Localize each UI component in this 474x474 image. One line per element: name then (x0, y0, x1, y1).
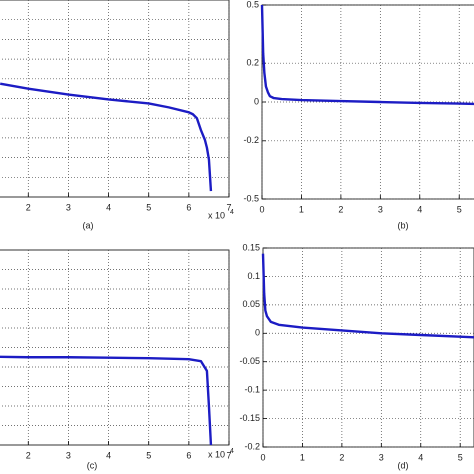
y-tick-label: 0.15 (242, 242, 260, 252)
x-tick-label: 2 (338, 204, 343, 214)
subplot: 2 3 4 5 6 7 (a) x 10 4 (0, 0, 234, 230)
x-tick-label: 6 (186, 450, 191, 460)
y-tick-label: -0.5 (243, 193, 259, 203)
subplot-label: (a) (83, 220, 94, 230)
x-tick-label: 1 (300, 452, 305, 462)
y-tick-label: 0.1 (247, 271, 260, 281)
x-tick-label: 6 (186, 202, 191, 212)
x-tick-label: 5 (458, 452, 463, 462)
x-scale-base: x 10 (208, 210, 225, 220)
subplot-label: (d) (398, 460, 409, 470)
x-scale-base: x 10 (208, 449, 225, 459)
y-tick-label: 0 (255, 328, 260, 338)
data-line (260, 4, 474, 106)
y-tick-label: 0.2 (246, 58, 259, 68)
x-tick-label: 7 (226, 202, 231, 212)
x-tick-label: 3 (378, 204, 383, 214)
x-scale-exponent: 4 (230, 209, 234, 216)
x-tick-label: 5 (146, 202, 151, 212)
y-tick-label: -0.2 (243, 135, 259, 145)
subplot: -0.2 -0.15 -0.1 -0.05 0 0.05 0.1 0.15 0 1 2 3 4 5 (d) (239, 242, 474, 470)
subplot: 2 3 4 5 6 7 (c) x 10 4 (0, 249, 234, 470)
x-tick-label: 2 (26, 450, 31, 460)
x-tick-label: 5 (457, 204, 462, 214)
data-line (261, 253, 474, 339)
x-tick-label: 3 (66, 450, 71, 460)
x-scale-exponent: 4 (230, 448, 234, 455)
y-tick-label: 0 (254, 96, 259, 106)
y-tick-label: -0.2 (244, 441, 260, 451)
x-tick-label: 2 (339, 452, 344, 462)
x-tick-label: 3 (379, 452, 384, 462)
x-tick-label: 3 (66, 202, 71, 212)
x-tick-label: 0 (260, 452, 265, 462)
y-tick-label: -0.05 (239, 356, 260, 366)
y-tick-label: 0.5 (246, 0, 259, 9)
x-tick-label: 4 (417, 204, 422, 214)
x-tick-label: 7 (226, 450, 231, 460)
y-tick-label: -0.1 (244, 385, 260, 395)
x-tick-label: 4 (106, 202, 111, 212)
data-line (0, 355, 213, 446)
x-tick-label: 4 (106, 450, 111, 460)
x-tick-label: 2 (26, 202, 31, 212)
plot-frame (0, 249, 230, 446)
subplot: -0.5 -0.2 0 0.2 0.5 0 1 2 3 4 5 (b) (243, 0, 474, 230)
plot-frame (0, 0, 230, 198)
x-tick-label: 1 (299, 204, 304, 214)
x-tick-label: 0 (259, 204, 264, 214)
y-tick-label: -0.15 (239, 413, 260, 423)
x-tick-label: 4 (418, 452, 423, 462)
subplot-label: (b) (398, 220, 409, 230)
y-tick-label: 0.05 (242, 299, 260, 309)
x-tick-label: 5 (146, 450, 151, 460)
subplot-label: (c) (87, 460, 98, 470)
plot-frame (262, 247, 474, 448)
data-line (0, 82, 213, 192)
